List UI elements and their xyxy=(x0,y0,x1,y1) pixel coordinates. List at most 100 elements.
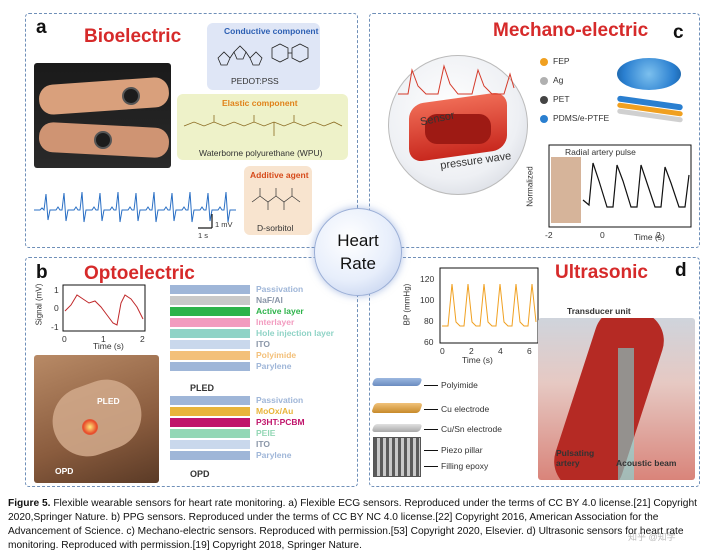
caption-label: Figure 5. xyxy=(8,498,51,509)
panel-a xyxy=(25,13,358,248)
bp-xlabel: Time (s) xyxy=(462,355,493,365)
pled-layer-bar xyxy=(170,329,250,338)
pled-layer-label: NaF/Al xyxy=(256,295,283,305)
ppg-ylabel: Signal (mV) xyxy=(34,283,44,326)
wpu-label: Waterborne polyurethane (WPU) xyxy=(199,148,323,158)
artery-x-tick-0: -2 xyxy=(545,230,553,240)
artery-plot-xlabel: Time (s) xyxy=(634,232,665,242)
artery-illustration xyxy=(538,318,695,480)
layer-pointer xyxy=(424,450,438,451)
ppg-x-tick-0: 0 xyxy=(62,334,67,344)
device-illustration xyxy=(617,58,681,90)
artery-plot-title: Radial artery pulse xyxy=(565,147,636,157)
legend-label: Ag xyxy=(553,75,564,85)
panel-a-label: a xyxy=(36,17,47,38)
bp-y-tick-1: 100 xyxy=(420,295,435,305)
opd-layer-label: PEIE xyxy=(256,428,276,438)
pled-label: PLED xyxy=(190,383,215,393)
opd-layer-bar xyxy=(170,407,250,416)
pressure-signal xyxy=(398,64,515,95)
layer-label: Polyimide xyxy=(441,380,478,390)
opd-layer-bar xyxy=(170,418,250,427)
bp-ylabel: BP (mmHg) xyxy=(402,283,412,326)
panel-d xyxy=(369,257,700,487)
material-legend: FEP Ag PET PDMS/e-PTFE xyxy=(540,56,610,126)
sorbitol-structure xyxy=(251,188,301,210)
bp-x-tick-2: 4 xyxy=(498,346,503,356)
legend-swatch xyxy=(540,96,548,104)
wpu-structure xyxy=(183,115,343,136)
pled-layer-bar xyxy=(170,362,250,371)
panel-d-title: Ultrasonic xyxy=(555,262,648,283)
elastic-component-box xyxy=(177,94,348,160)
panel-c-label: c xyxy=(673,22,684,43)
legend-label: FEP xyxy=(553,56,570,66)
acoustic-beam-label: Acoustic beam xyxy=(616,458,677,468)
opd-layer-bar xyxy=(170,451,250,460)
pled-layer-label: Polyimide xyxy=(256,350,297,360)
additive-title: Additive agent xyxy=(250,170,309,180)
opd-layer-bar xyxy=(170,396,250,405)
legend-swatch xyxy=(540,115,548,123)
caption-text: Flexible wearable sensors for heart rate… xyxy=(8,498,697,551)
layer-label: Cu electrode xyxy=(441,404,490,414)
pled-layer-label: Active layer xyxy=(256,306,304,316)
pled-layer-label: Hole injection layer xyxy=(256,328,334,338)
pedot-pss-structure xyxy=(217,43,309,66)
bp-y-tick-0: 120 xyxy=(420,274,435,284)
bp-x-tick-1: 2 xyxy=(469,346,474,356)
panel-b-title: Optoelectric xyxy=(84,263,195,284)
heart-rate-hub: Heart Rate xyxy=(314,208,402,296)
led-glow-icon xyxy=(82,419,98,435)
bp-plot xyxy=(439,267,539,344)
conductive-component-title: Conductive component xyxy=(224,26,319,36)
panel-a-title: Bioelectric xyxy=(84,26,182,47)
pled-layer-bar xyxy=(170,296,250,305)
hub-line-1: Heart xyxy=(337,231,379,250)
sorbitol-label: D-sorbitol xyxy=(257,223,294,233)
elastic-component-title: Elastic component xyxy=(222,98,298,108)
ppg-y-tick-2: -1 xyxy=(51,322,59,332)
opd-layer-bar xyxy=(170,429,250,438)
layer-label: Cu/Sn electrode xyxy=(441,424,502,434)
layer-pointer xyxy=(424,385,438,386)
pled-layer-bar xyxy=(170,340,250,349)
panel-c-title: Mechano-electric xyxy=(493,20,649,41)
panel-d-label: d xyxy=(675,260,687,281)
layer-label: Piezo pillar xyxy=(441,445,483,455)
wrist-photo xyxy=(34,63,171,168)
pled-layer-bar xyxy=(170,307,250,316)
pled-layer-bar xyxy=(170,285,250,294)
bp-y-tick-3: 60 xyxy=(424,337,434,347)
opd-label: OPD xyxy=(190,469,210,479)
opd-layer-label: Parylene xyxy=(256,450,292,460)
opd-layer-label: MoOx/Au xyxy=(256,406,294,416)
figure-caption: Figure 5. Flexible wearable sensors for … xyxy=(8,497,712,553)
radial-artery-plot xyxy=(548,144,692,228)
pled-layer-bar xyxy=(170,351,250,360)
pled-layer-label: Parylene xyxy=(256,361,292,371)
bp-x-tick-3: 6 xyxy=(527,346,532,356)
pled-layer-bar xyxy=(170,318,250,327)
panel-b-label: b xyxy=(36,262,48,283)
additive-box xyxy=(244,166,312,235)
photo-opd-label: OPD xyxy=(55,466,74,476)
wrist-inset-photo xyxy=(551,157,581,223)
ppg-signal-plot xyxy=(62,284,146,332)
electrode-icon xyxy=(94,131,112,149)
ppg-x-tick-1: 1 xyxy=(101,334,106,344)
opd-layer-bar xyxy=(170,440,250,449)
scale-t-label: 1 s xyxy=(198,231,209,240)
hub-line-2: Rate xyxy=(340,254,376,273)
transducer-label: Transducer unit xyxy=(567,306,631,316)
layer-pointer xyxy=(424,429,438,430)
ppg-x-tick-2: 2 xyxy=(140,334,145,344)
pled-layer-label: Passivation xyxy=(256,284,304,294)
bp-x-tick-0: 0 xyxy=(440,346,445,356)
pled-layer-label: Interlayer xyxy=(256,317,295,327)
ppg-y-tick-1: 0 xyxy=(54,303,59,313)
panel-c xyxy=(369,13,700,248)
opd-layer-label: Passivation xyxy=(256,395,304,405)
ppg-y-tick-0: 1 xyxy=(54,285,59,295)
layer-pointer xyxy=(424,409,438,410)
